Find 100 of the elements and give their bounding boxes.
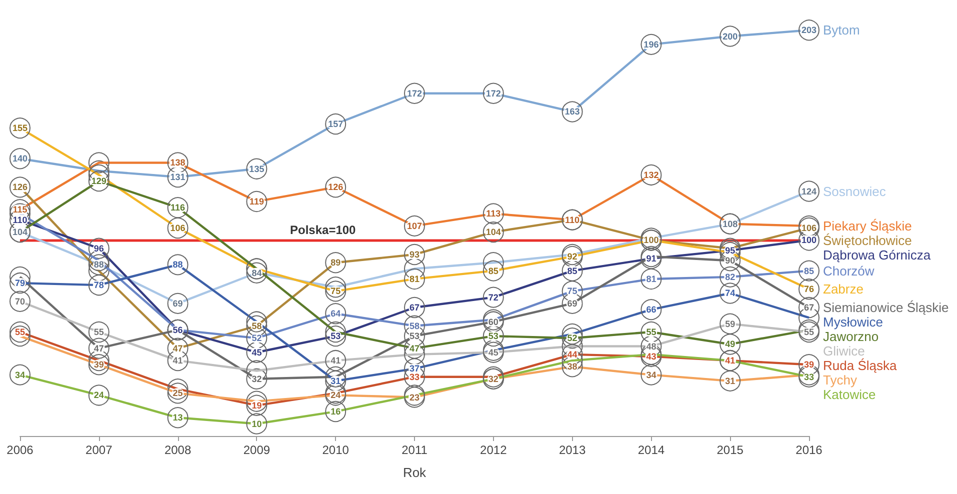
data-label: 200 [722, 31, 738, 42]
series-label: Sosnowiec [823, 184, 886, 199]
data-label: 72 [488, 292, 498, 302]
data-label: 34 [14, 370, 26, 380]
data-label: 89 [330, 258, 341, 268]
x-axis-title: Rok [402, 465, 427, 480]
data-label: 32 [488, 374, 498, 384]
data-label: 100 [801, 235, 817, 246]
x-tick-label: 2009 [243, 443, 270, 457]
data-label: 13 [172, 412, 183, 423]
series-label: Piekary Śląskie [823, 218, 912, 234]
data-label: 110 [12, 214, 28, 225]
data-label: 32 [252, 374, 262, 384]
series-label: Dąbrowa Górnicza [823, 247, 932, 262]
data-label: 92 [567, 252, 578, 262]
data-label: 23 [409, 392, 420, 402]
data-label: 100 [644, 235, 659, 246]
data-label: 163 [564, 106, 580, 117]
series-label: Bytom [823, 22, 860, 38]
data-label: 39 [94, 360, 104, 370]
data-label: 47 [172, 343, 183, 354]
data-label: 53 [488, 331, 498, 342]
data-label: 104 [12, 227, 28, 238]
data-label: 58 [252, 320, 262, 331]
data-label: 67 [804, 302, 814, 313]
data-label: 67 [409, 302, 420, 313]
data-label: 124 [801, 186, 817, 196]
data-label: 126 [328, 182, 344, 192]
data-label: 49 [725, 339, 736, 350]
data-label: 85 [567, 266, 578, 276]
data-label: 116 [170, 202, 186, 213]
data-label: 55 [646, 326, 656, 337]
data-label: 135 [249, 164, 264, 174]
data-label: 115 [12, 204, 28, 215]
data-label: 78 [94, 280, 104, 290]
data-label: 16 [330, 406, 341, 417]
data-label: 88 [172, 260, 183, 270]
data-label: 75 [330, 286, 341, 296]
data-label: 34 [646, 370, 656, 380]
data-label: 132 [644, 170, 659, 180]
data-label: 69 [172, 298, 183, 308]
data-label: 53 [409, 331, 420, 342]
x-tick-label: 2007 [86, 443, 113, 457]
data-label: 129 [91, 176, 106, 186]
ref-line-label: Polska=100 [290, 223, 356, 238]
data-label: 157 [328, 118, 344, 129]
data-label: 113 [486, 208, 501, 219]
data-label: 59 [725, 318, 736, 329]
data-label: 33 [409, 372, 420, 382]
data-label: 155 [12, 123, 28, 134]
data-label: 95 [725, 245, 736, 256]
x-tick-label: 2015 [716, 443, 744, 457]
data-label: 106 [801, 222, 817, 233]
data-label: 45 [252, 347, 262, 358]
data-label: 196 [644, 39, 659, 50]
series-label: Tychy [823, 372, 858, 388]
data-label: 24 [94, 390, 104, 400]
data-label: 66 [646, 304, 656, 315]
data-label: 96 [94, 243, 104, 254]
data-label: 88 [94, 260, 104, 270]
data-label: 172 [486, 88, 501, 98]
data-label: 33 [804, 372, 814, 382]
data-label: 93 [409, 249, 420, 260]
data-label: 41 [725, 356, 736, 366]
data-label: 41 [172, 356, 183, 366]
x-tick-label: 2016 [796, 443, 823, 457]
x-tick-label: 2006 [6, 443, 34, 457]
data-label: 81 [409, 274, 420, 284]
data-label: 52 [567, 333, 578, 344]
data-label: 70 [14, 296, 26, 306]
x-tick-label: 2011 [402, 443, 428, 457]
data-label: 56 [172, 324, 183, 335]
x-tick-label: 2008 [164, 443, 192, 457]
data-label: 107 [406, 220, 422, 231]
data-label: 48 [646, 341, 656, 352]
data-label: 52 [252, 333, 262, 344]
data-label: 45 [488, 347, 498, 358]
data-label: 84 [252, 268, 262, 278]
series-label: Mysłowice [823, 314, 883, 330]
series-label: Jaworzno [823, 329, 879, 344]
data-label: 38 [567, 362, 578, 372]
data-label: 47 [94, 343, 104, 354]
data-label: 75 [567, 286, 578, 296]
data-label: 69 [567, 298, 578, 308]
data-label: 60 [488, 316, 498, 327]
data-label: 74 [725, 288, 736, 298]
data-label: 85 [804, 266, 814, 276]
data-label: 126 [12, 182, 28, 192]
data-label: 19 [252, 400, 262, 410]
data-label: 25 [172, 388, 183, 398]
data-label: 10 [252, 418, 262, 429]
data-label: 44 [567, 349, 578, 360]
data-label: 140 [12, 154, 28, 164]
data-label: 131 [170, 172, 186, 182]
data-label: 138 [170, 158, 186, 168]
data-label: 55 [804, 326, 814, 337]
data-label: 58 [409, 320, 420, 331]
data-label: 85 [488, 266, 498, 276]
x-tick-label: 2012 [480, 443, 508, 457]
data-label: 91 [646, 254, 656, 264]
